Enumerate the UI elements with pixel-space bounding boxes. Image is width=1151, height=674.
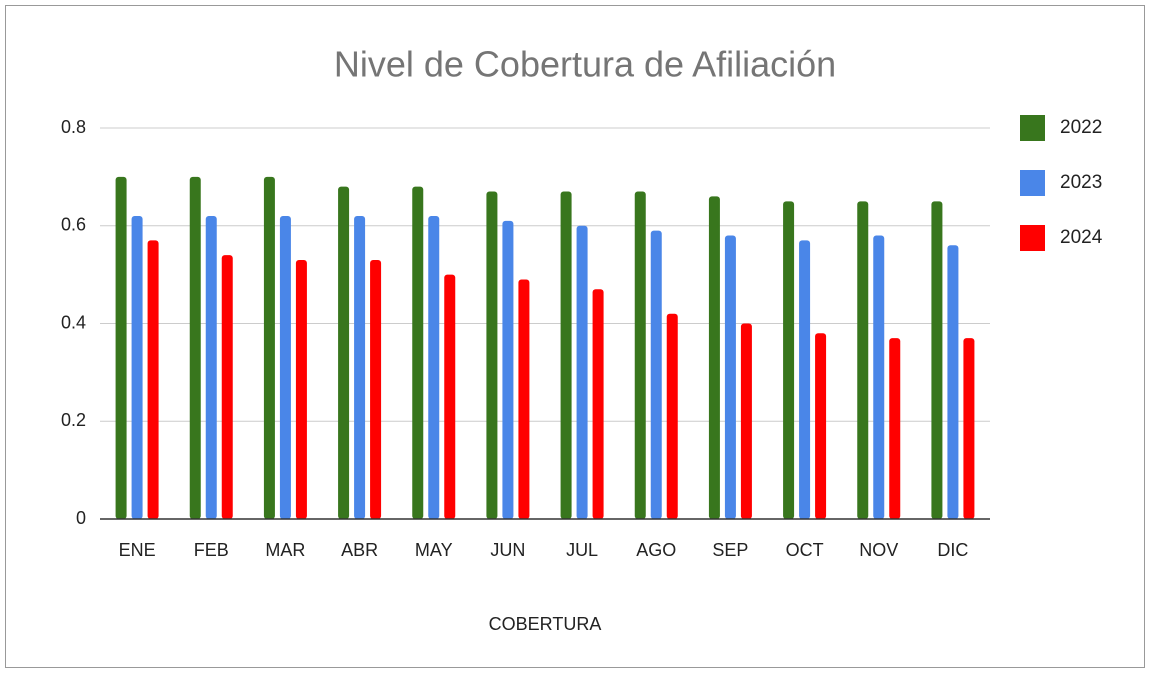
chart-title: Nivel de Cobertura de Afiliación [334,44,836,85]
y-tick-label: 0.2 [61,410,86,430]
bar [931,201,943,519]
bar [295,259,307,519]
legend-swatch [1020,170,1045,196]
bar [518,279,530,519]
y-tick-label: 0.8 [61,117,86,137]
bar [428,215,440,519]
bar [873,235,885,519]
x-tick-label: NOV [859,540,898,560]
x-tick-label: FEB [194,540,229,560]
bar [444,274,456,519]
bar [592,289,604,519]
bar [147,240,159,519]
x-tick-label: DIC [937,540,968,560]
x-axis-title: COBERTURA [489,614,602,634]
bar [502,220,514,520]
x-tick-label: ABR [341,540,378,560]
bar [650,230,662,519]
x-tick-label: OCT [786,540,824,560]
legend-swatch [1020,225,1045,251]
y-tick-label: 0.4 [61,312,86,332]
bar [815,333,827,519]
x-tick-label: JUN [490,540,525,560]
bar [263,176,275,519]
bar [666,313,678,519]
x-tick-label: MAY [415,540,453,560]
legend-swatch [1020,115,1045,141]
x-tick-label: AGO [636,540,676,560]
bar [963,338,975,519]
bar [189,176,201,519]
x-tick-label: JUL [566,540,598,560]
x-tick-label: SEP [712,540,748,560]
bar [486,191,498,519]
y-tick-label: 0 [76,508,86,528]
bar [115,176,127,519]
bar [799,240,811,519]
bar [412,186,424,519]
bar [857,201,869,519]
legend-label: 2024 [1060,227,1103,248]
bar [783,201,795,519]
frame [5,5,1145,668]
bar [221,255,233,519]
legend-label: 2023 [1060,172,1102,193]
bar [279,215,291,519]
bar [740,323,752,519]
bar [131,215,143,519]
bar [724,235,736,519]
bar [370,259,382,519]
x-tick-label: ENE [119,540,156,560]
bar [708,196,720,520]
y-tick-label: 0.6 [61,215,86,235]
bar [634,191,646,519]
bar [354,215,366,519]
bar [889,338,901,519]
bar [576,225,588,519]
bar [338,186,350,519]
bar [205,215,217,519]
legend-label: 2022 [1060,117,1102,138]
bar [560,191,572,519]
bar [947,245,959,520]
x-tick-label: MAR [265,540,305,560]
